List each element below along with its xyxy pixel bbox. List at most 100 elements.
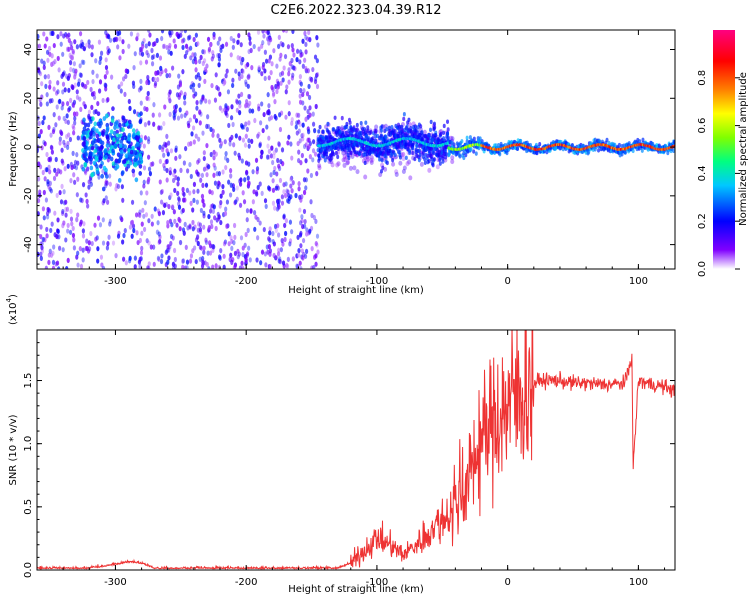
spectrogram-cell <box>245 208 250 214</box>
spectrogram-cell <box>158 158 162 164</box>
spectrogram-cell <box>311 121 316 127</box>
spectrogram-cell <box>111 148 115 154</box>
spectrogram-cell <box>42 115 46 121</box>
spectrogram-cell <box>287 198 291 205</box>
spectrogram-cell <box>132 65 136 71</box>
spectrogram-cell <box>402 165 407 171</box>
spectrogram-cell <box>316 42 320 48</box>
spectrogram-cell <box>242 199 247 205</box>
spectrogram-cell <box>221 169 225 175</box>
spectrogram-cell <box>272 241 276 247</box>
spectrogram-cell <box>301 223 305 230</box>
spectrogram-cell <box>261 127 265 134</box>
spectrogram-cell <box>404 155 408 161</box>
spectrogram-cell <box>87 39 91 45</box>
spectrogram-cell <box>142 143 146 149</box>
spectrogram-x-ticks: -300 -200 -100 0 100 <box>36 30 666 287</box>
spectrogram-cell <box>283 193 288 199</box>
spectrogram-cell <box>206 114 210 120</box>
spectrogram-cell <box>301 136 305 142</box>
spectrogram-cell <box>162 43 166 49</box>
spectrogram-cell <box>105 113 109 119</box>
spectrogram-cell <box>133 255 137 261</box>
spectrogram-cell <box>262 111 266 118</box>
spectrogram-cell <box>248 257 252 263</box>
spectrogram-cell <box>450 155 455 161</box>
spectrogram-cell <box>617 142 621 148</box>
spectrogram-cell <box>181 44 185 51</box>
spectrogram-cell <box>124 68 128 74</box>
colorbar-tick-label: 0.2 <box>697 213 708 229</box>
spectrogram-cell <box>223 79 227 85</box>
spectrogram-cell <box>267 244 271 250</box>
spectrogram-cell <box>216 133 220 139</box>
spectrogram-cell <box>233 263 237 269</box>
spectrogram-cell <box>254 157 259 163</box>
spectrogram-cell <box>40 245 44 251</box>
spectrogram-cell <box>181 207 185 214</box>
spectrogram-cell <box>223 107 227 113</box>
spectrogram-cell <box>238 135 242 141</box>
spectrogram-cell <box>168 194 172 201</box>
spectrogram-cell <box>188 161 192 168</box>
colorbar-tick-label: 0.6 <box>697 118 708 134</box>
spectrogram-cell <box>193 52 197 58</box>
spectrogram-cell <box>299 52 303 58</box>
spectrogram-cell <box>165 158 169 164</box>
spectrogram-cell <box>409 125 413 131</box>
spectrogram-cell <box>94 58 98 64</box>
spectrogram-cell <box>140 230 144 236</box>
spectrogram-cell <box>287 71 291 77</box>
spectrogram-cell <box>298 99 303 105</box>
spectrogram-cell <box>120 184 124 190</box>
spectrogram-cell <box>173 43 178 49</box>
spectrogram-cell <box>252 43 256 50</box>
spectrogram-cell <box>105 126 110 131</box>
spectrogram-cell <box>183 221 187 227</box>
spectrogram-cell <box>176 190 180 196</box>
spectrogram-cell <box>138 171 143 176</box>
spectrogram-cell <box>158 144 162 150</box>
spectrogram-cell <box>379 128 383 133</box>
spectrogram-cell <box>216 184 220 190</box>
spectrogram-cell <box>69 178 73 184</box>
spectrogram-cell <box>71 123 75 129</box>
spectrogram-cell <box>44 83 48 90</box>
spectrogram-cell <box>174 175 178 181</box>
spectrogram-cell <box>147 41 151 47</box>
spectrogram-cell <box>348 120 352 125</box>
spectrogram-cell <box>125 160 130 165</box>
spectrogram-cell <box>196 240 200 247</box>
spectrogram-cell <box>400 124 404 130</box>
spectrogram-cell <box>165 167 169 174</box>
spectrogram-cell <box>99 146 103 152</box>
spectrogram-cell <box>240 60 244 66</box>
spectrogram-cell <box>245 169 249 175</box>
spectrogram-cell <box>85 42 89 48</box>
spectrogram-cell <box>237 93 241 99</box>
spectrogram-cell <box>315 35 319 41</box>
spectrogram-cell <box>266 143 270 149</box>
spectrogram-cell <box>66 144 70 150</box>
spectrogram-cell <box>176 176 180 182</box>
spectrogram-cell <box>277 247 281 253</box>
spectrogram-cell <box>105 245 110 251</box>
spectrogram-cell <box>277 232 281 238</box>
spectrogram-cell <box>69 97 73 103</box>
spectrogram-cell <box>247 161 251 167</box>
spectrogram-y-tick-label: -20 <box>23 188 34 204</box>
spectrogram-cell <box>314 218 318 224</box>
spectrogram-cell <box>205 172 209 178</box>
spectrogram-cell <box>297 186 301 192</box>
spectrogram-cell <box>45 92 49 98</box>
spectrogram-cell <box>191 219 195 226</box>
spectrogram-cell <box>230 245 234 251</box>
spectrogram-cell <box>306 108 310 115</box>
spectrogram-cell <box>256 30 261 35</box>
spectrogram-cell <box>39 129 43 135</box>
spectrogram-cell <box>131 168 136 174</box>
spectrogram-cell <box>401 168 406 174</box>
spectrogram-cell <box>374 124 379 130</box>
spectrogram-cell <box>237 155 242 161</box>
spectrogram-cell <box>335 132 339 138</box>
